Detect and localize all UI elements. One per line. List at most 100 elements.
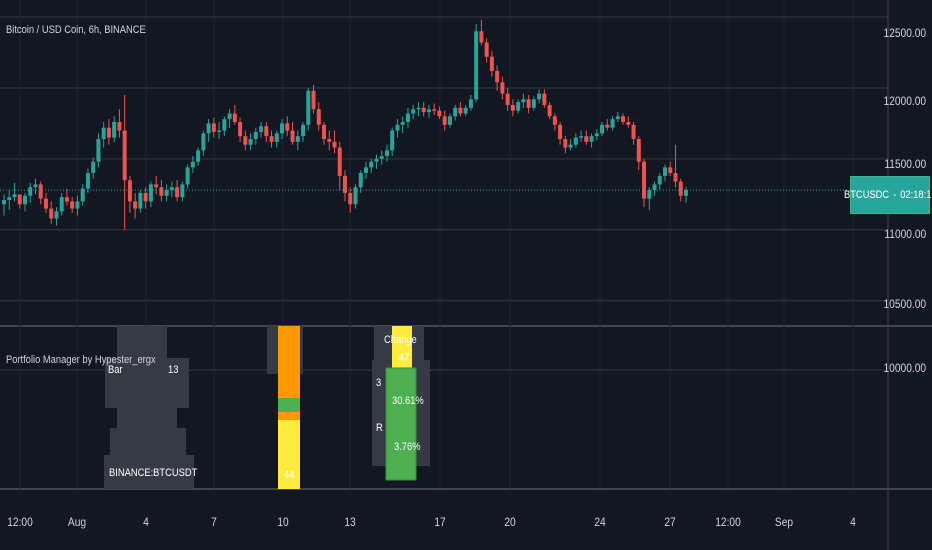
candle-body <box>49 208 54 219</box>
table-symbol: BINANCE:BTCUSDT <box>109 467 198 479</box>
candle-body <box>647 190 652 199</box>
candle-body <box>327 139 332 142</box>
candle-body <box>395 124 400 131</box>
candle-body <box>421 107 426 113</box>
candle-body <box>106 127 111 138</box>
candle-body <box>531 99 536 108</box>
candle-body <box>175 187 180 198</box>
candle-body <box>80 188 85 202</box>
candle-body <box>353 187 358 205</box>
candle-body <box>479 31 484 43</box>
candle-body <box>101 127 106 140</box>
candle-body <box>678 181 683 196</box>
candle-body <box>505 93 510 105</box>
candle-body <box>253 131 258 140</box>
candle-body <box>657 175 662 185</box>
candle-body <box>652 184 657 191</box>
candle-body <box>264 126 269 137</box>
candle-body <box>447 116 452 125</box>
candle-body <box>295 136 300 142</box>
candle-body <box>615 116 620 120</box>
table-cell-bg <box>104 455 194 489</box>
candle-body <box>437 110 442 117</box>
candle-body <box>96 139 101 162</box>
candle-body <box>274 133 279 142</box>
candle-body <box>159 187 164 196</box>
candle-body <box>663 167 668 176</box>
candle-body <box>568 144 573 148</box>
candle-body <box>521 99 526 103</box>
candle-body <box>243 136 248 145</box>
table-percent-2: 3.76% <box>394 441 421 453</box>
candle-body <box>127 180 132 202</box>
candle-body <box>232 113 237 122</box>
candle-body <box>579 136 584 138</box>
candle-body <box>605 124 610 128</box>
candle-body <box>59 197 64 212</box>
table-partial-1: 3 <box>376 377 382 389</box>
candle-body <box>148 184 153 202</box>
candle-body <box>432 109 437 111</box>
candle-body <box>348 192 353 205</box>
time-tick-10: 10 <box>277 515 289 529</box>
candle-body <box>201 133 206 151</box>
candle-body <box>2 200 6 205</box>
time-tick-20: 20 <box>504 515 516 529</box>
candle-body <box>91 161 96 174</box>
percent-box <box>385 367 417 481</box>
indicator-layer <box>104 326 430 489</box>
candle-body <box>217 130 222 132</box>
candle-body <box>64 197 69 202</box>
candle-body <box>227 113 232 120</box>
candle-body <box>542 93 547 105</box>
candle-body <box>484 42 489 57</box>
table-cell-bg <box>117 405 177 430</box>
candle-body <box>547 104 552 117</box>
candle-body <box>138 192 143 209</box>
candle-body <box>154 184 159 188</box>
candle-body <box>463 107 468 114</box>
candle-body <box>33 184 38 188</box>
candle-body <box>269 136 274 142</box>
candle-body <box>259 126 264 132</box>
candle-body <box>442 116 447 125</box>
candle-body <box>133 201 138 209</box>
candle-body <box>211 123 216 132</box>
candle-body <box>500 82 505 94</box>
price-tick-12000: 12000.00 <box>883 94 926 108</box>
indicator-bar-green <box>278 398 300 412</box>
candle-body <box>28 187 33 196</box>
time-tick-sep: Sep <box>774 515 794 529</box>
candle-body <box>621 116 626 122</box>
table-cell-bg <box>105 358 189 408</box>
candle-body <box>516 102 521 111</box>
time-tick-1200-a: 12:00 <box>7 515 33 529</box>
candle-body <box>610 119 615 128</box>
candle-body <box>573 137 578 145</box>
candle-layer <box>0 19 888 230</box>
time-tick-4-sep: 4 <box>850 515 856 529</box>
candle-body <box>405 113 410 122</box>
candle-body <box>190 161 195 168</box>
table-partial-2: R <box>376 422 383 434</box>
candle-body <box>537 93 542 100</box>
candle-body <box>311 90 316 110</box>
last-price-badge: BTCUSDC - 02:18:17 <box>844 176 932 214</box>
candle-body <box>7 197 12 201</box>
candle-body <box>238 121 243 137</box>
candle-body <box>337 147 342 176</box>
indicator-bar-yellow <box>278 420 300 489</box>
candle-body <box>301 124 306 137</box>
candle-body <box>38 184 43 199</box>
table-bar-label: Bar <box>108 364 123 376</box>
time-tick-7: 7 <box>211 515 217 529</box>
candle-body <box>411 109 416 114</box>
candle-body <box>526 99 531 108</box>
table-cell-bg <box>110 428 186 456</box>
time-tick-1200-b: 12:00 <box>715 515 741 529</box>
candle-body <box>374 158 379 162</box>
candle-body <box>631 124 636 140</box>
candle-body <box>43 198 48 209</box>
